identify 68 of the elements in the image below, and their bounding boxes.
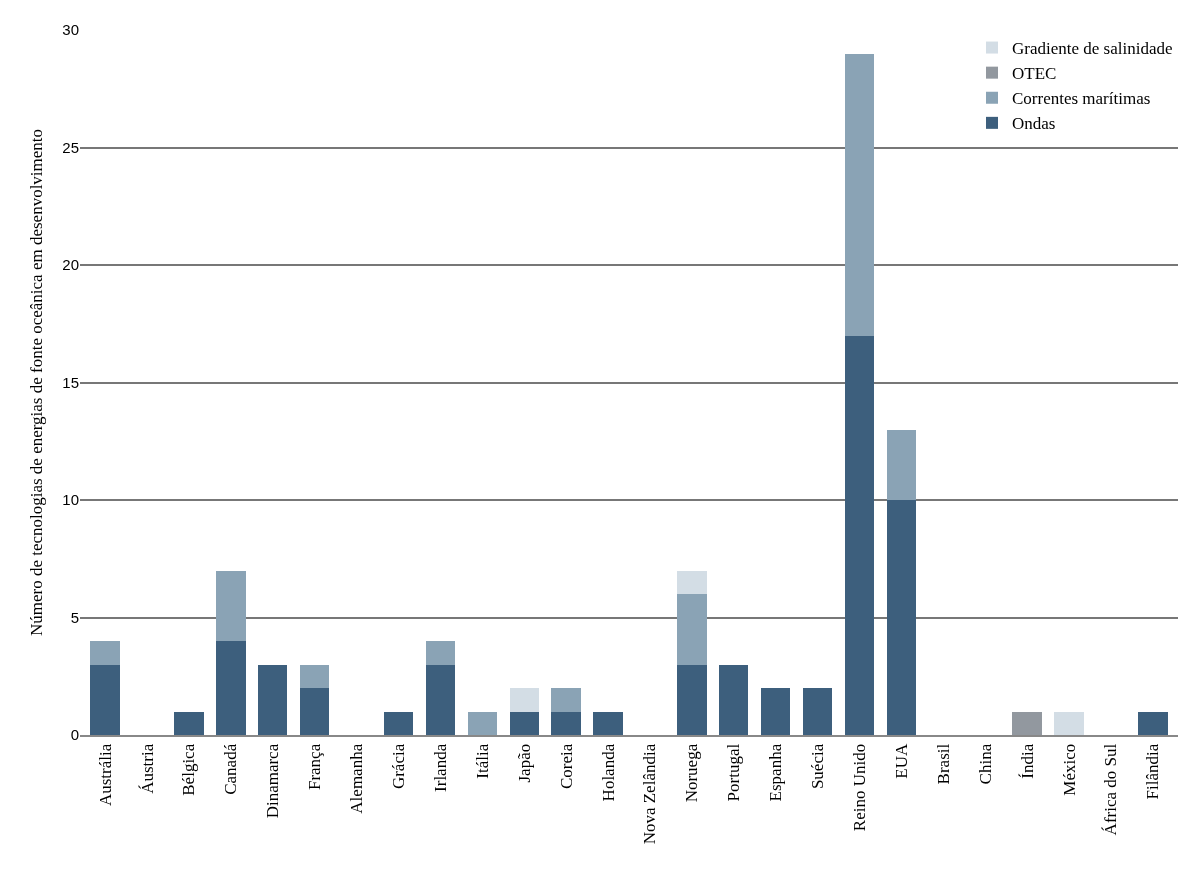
bar <box>216 641 246 735</box>
bar <box>844 335 875 735</box>
legend-label: Gradiente de salinidade <box>1012 39 1173 59</box>
y-tick-label: 30 <box>62 21 79 39</box>
y-tick-label: 10 <box>62 491 79 509</box>
legend-label: Ondas <box>1012 114 1056 134</box>
x-tick-label: Canadá <box>221 743 241 795</box>
x-tick-label: Grácia <box>389 743 409 790</box>
x-tick-label: Austrália <box>95 743 115 807</box>
x-tick-label: Japão <box>514 743 534 783</box>
bar <box>886 500 917 735</box>
x-tick-label: Reino Unido <box>850 743 870 832</box>
bar <box>719 664 749 735</box>
x-tick-label: Áustria <box>137 743 157 794</box>
x-tick-label: Itália <box>472 743 492 779</box>
x-tick-label: Holanda <box>598 743 618 802</box>
bar <box>467 711 497 735</box>
y-axis-title: Número de tecnologias de energias de fonte oceânica em desenvolvimento <box>26 128 46 637</box>
x-tick-label: Portugal <box>724 743 744 802</box>
x-tick-label: EUA <box>891 743 911 779</box>
y-tick-label: 20 <box>62 256 79 274</box>
x-tick-label: Brasil <box>933 743 953 785</box>
bar <box>300 688 330 735</box>
bar <box>1138 711 1168 735</box>
bar <box>258 664 288 735</box>
bar <box>509 688 539 712</box>
bar <box>677 594 707 665</box>
bar <box>844 53 875 336</box>
bar <box>383 711 414 735</box>
legend-label: Correntes marítimas <box>1012 89 1151 109</box>
bar <box>425 641 456 665</box>
y-tick-label: 25 <box>62 138 79 156</box>
bar <box>677 570 707 594</box>
x-tick-label: Suécia <box>808 743 828 790</box>
x-tick-label: Coreia <box>556 743 576 790</box>
bar <box>90 641 120 665</box>
bar <box>509 711 539 735</box>
x-tick-label: China <box>975 743 995 785</box>
bar <box>216 570 246 641</box>
bar <box>90 664 120 735</box>
x-tick-label: Alemanha <box>347 743 367 814</box>
x-tick-label: Índia <box>1017 743 1037 779</box>
bar <box>593 711 623 735</box>
bar <box>174 711 204 735</box>
bar <box>300 664 330 688</box>
x-tick-label: França <box>305 743 325 791</box>
x-tick-label: Filândia <box>1143 743 1163 800</box>
bar <box>551 688 581 712</box>
y-tick-label: 15 <box>62 373 79 391</box>
y-tick-label: 5 <box>70 608 79 626</box>
bar <box>425 664 456 735</box>
x-tick-label: África do Sul <box>1101 743 1121 836</box>
bar <box>886 429 917 500</box>
x-tick-label: Nova Zelândia <box>640 743 660 845</box>
bar <box>677 664 707 735</box>
x-tick-label: Bélgica <box>179 743 199 796</box>
x-tick-label: Irlanda <box>430 743 450 792</box>
bar <box>802 688 833 735</box>
x-tick-label: Noruega <box>682 743 702 803</box>
bar <box>761 688 791 735</box>
bar <box>1012 711 1042 735</box>
legend-label: OTEC <box>1012 64 1057 84</box>
bar <box>1054 711 1084 735</box>
x-tick-label: México <box>1059 743 1079 796</box>
x-tick-label: Espanha <box>766 743 786 802</box>
x-tick-label: Dinamarca <box>263 743 283 819</box>
y-tick-label: 0 <box>70 726 79 744</box>
bar <box>551 711 581 735</box>
